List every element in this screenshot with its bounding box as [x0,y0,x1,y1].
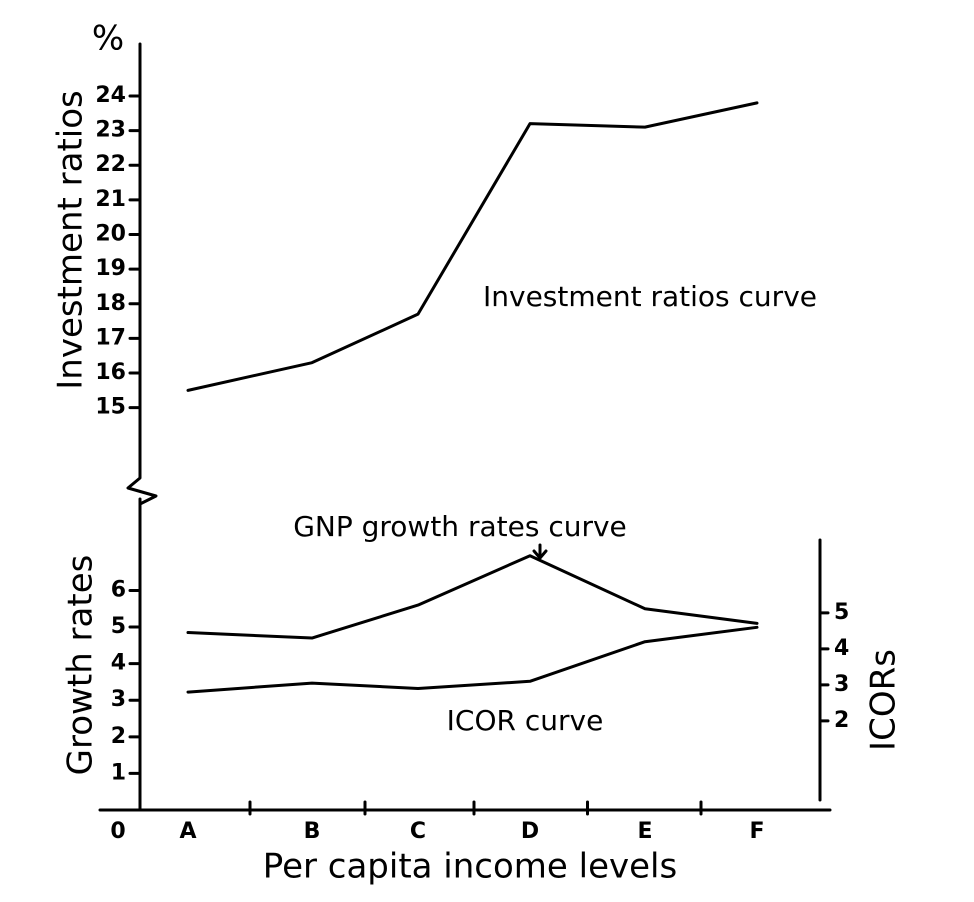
y-tick-label: 2 [111,724,126,749]
curve-label: Investment ratios curve [483,280,817,313]
y-tick-label: 1 [111,760,126,785]
x-tick-label: E [637,819,652,844]
y2-axis-label: ICORs [864,649,904,751]
axis-break [128,455,156,520]
y-tick-label: 21 [95,187,126,212]
y-tick-label: 19 [95,256,126,281]
x-tick-label: C [410,819,426,844]
y-tick-label: 17 [95,325,126,350]
y-axis-label: Growth rates [61,555,101,776]
y-axis-label: Investment ratios [51,90,91,390]
x-tick-label: B [304,819,321,844]
chart: % Investment ratios Growth rates ICORs P… [0,0,974,902]
y-tick-label: 6 [111,577,126,602]
curve-label: GNP growth rates curve [293,510,627,543]
line-series [188,556,757,638]
y-tick-label: 16 [95,360,126,385]
line-series [188,103,757,390]
y2-tick-label: 2 [834,708,849,733]
y-tick-label: 15 [95,395,126,420]
curve-label: ICOR curve [447,704,604,737]
y-tick-label: 24 [95,83,126,108]
x-tick-label: D [521,819,539,844]
y-tick-label: 3 [111,687,126,712]
y-tick-label: 4 [111,651,126,676]
x-axis-label: Per capita income levels [263,847,677,887]
y-tick-label: 5 [111,614,126,639]
y-tick-label: 23 [95,118,126,143]
y-tick-label: 20 [95,222,126,247]
unit-label: % [92,19,124,59]
arrow [534,545,546,558]
y-tick-label: 18 [95,291,126,316]
x-tick-label: A [179,819,196,844]
y2-tick-label: 4 [834,636,849,661]
y-tick-label: 22 [95,152,126,177]
x-tick-label: F [749,819,764,844]
y2-tick-label: 3 [834,672,849,697]
origin-label: 0 [110,819,125,844]
page: % Investment ratios Growth rates ICORs P… [0,0,974,902]
y2-tick-label: 5 [834,600,849,625]
